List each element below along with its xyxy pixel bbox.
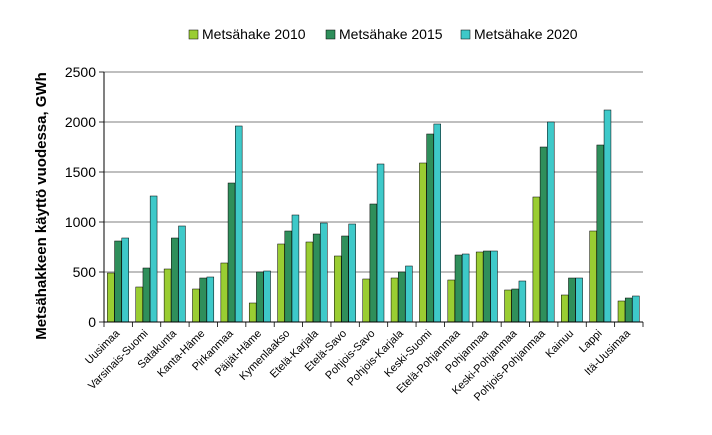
- bar: [504, 289, 512, 323]
- bar: [561, 294, 569, 323]
- y-tick-label: 500: [73, 264, 97, 280]
- bar: [575, 277, 583, 323]
- bar: [426, 133, 434, 323]
- bar: [263, 270, 271, 323]
- bar: [235, 125, 243, 323]
- x-tick-label: Kainuu: [543, 328, 576, 361]
- bar: [171, 237, 179, 323]
- bar: [291, 214, 300, 323]
- bar: [277, 243, 285, 323]
- legend-swatch: [188, 29, 199, 40]
- bar: [248, 302, 257, 323]
- legend-swatch: [325, 29, 336, 40]
- bar: [632, 295, 640, 323]
- bar: [454, 254, 463, 323]
- bar: [163, 268, 172, 323]
- bar: [220, 262, 229, 323]
- bar: [312, 233, 321, 323]
- x-axis: UusimaaVarsinais-SuomiSatakuntaKanta-Häm…: [83, 321, 644, 404]
- bar: [369, 203, 378, 323]
- bar: [284, 230, 292, 323]
- y-tick-label: 0: [88, 314, 96, 330]
- bar: [617, 300, 626, 323]
- bar: [547, 121, 555, 323]
- legend-label: Metsähake 2020: [474, 26, 578, 42]
- bar: [362, 278, 370, 323]
- bar: [348, 223, 356, 323]
- bar: [107, 272, 115, 323]
- bar: [178, 225, 186, 323]
- y-tick-label: 2000: [65, 114, 96, 130]
- y-tick-label: 1000: [65, 214, 96, 230]
- y-axis-label: Metsähakkeen käyttö vuodessa, GWh: [33, 72, 50, 340]
- bar: [624, 297, 633, 323]
- bar: [135, 286, 143, 323]
- bar: [511, 288, 519, 323]
- bar: [433, 123, 441, 323]
- legend-swatch: [460, 29, 471, 40]
- bar: [419, 162, 427, 323]
- bar: [121, 237, 129, 323]
- bar: [149, 195, 158, 323]
- legend-label: Metsähake 2015: [339, 26, 443, 42]
- legend-label: Metsähake 2010: [202, 26, 306, 42]
- bar: [199, 277, 207, 323]
- bar: [568, 277, 576, 323]
- bar: [206, 276, 215, 323]
- bar: [142, 267, 151, 323]
- bar: [539, 146, 548, 323]
- bar: [532, 196, 541, 323]
- bar: [192, 288, 200, 323]
- bar: [341, 235, 349, 323]
- bar: [447, 279, 455, 323]
- bar: [603, 109, 612, 323]
- y-tick-label: 2500: [65, 64, 96, 80]
- bar: [596, 144, 604, 323]
- bar: [398, 271, 406, 323]
- bar: [114, 240, 122, 323]
- bar: [405, 265, 413, 323]
- y-axis: 0 500 1000 1500 2000 2500: [65, 64, 105, 330]
- bar: [256, 271, 264, 323]
- legend: Metsähake 2010 Metsähake 2015 Metsähake 20…: [188, 26, 578, 42]
- bar: [334, 255, 342, 323]
- bar: [390, 277, 399, 323]
- bar: [589, 230, 597, 323]
- bar: [376, 163, 385, 323]
- bar: [490, 250, 498, 323]
- bar: [320, 222, 328, 323]
- bar: [518, 280, 527, 323]
- bar: [483, 250, 491, 323]
- bar: [475, 251, 484, 323]
- y-tick-label: 1500: [65, 164, 96, 180]
- bar: [305, 241, 314, 323]
- bars: [107, 109, 640, 323]
- bar: [461, 253, 470, 323]
- bar: [227, 182, 236, 323]
